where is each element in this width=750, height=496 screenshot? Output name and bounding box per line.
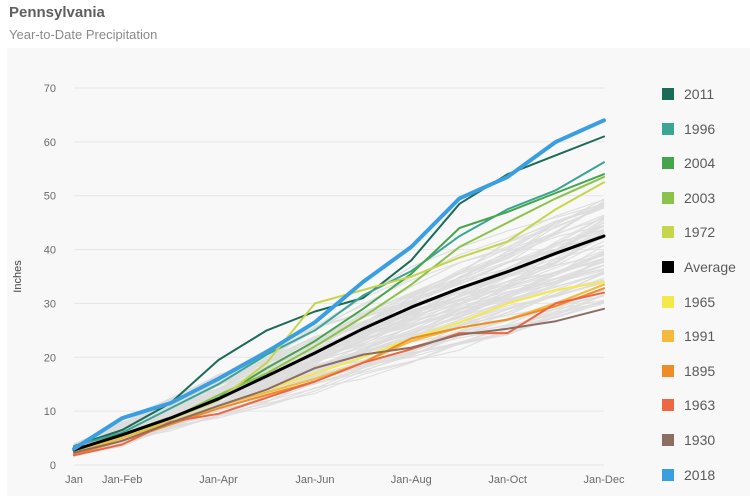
legend-label: 1895 <box>684 362 716 379</box>
series-line-1996 <box>73 161 605 448</box>
y-axis-label: Inches <box>12 260 24 293</box>
legend-swatch <box>662 330 674 343</box>
legend-item-2018[interactable]: 2018 <box>662 465 715 485</box>
history-line <box>73 294 605 456</box>
legend-item-2011[interactable]: 2011 <box>662 84 714 104</box>
legend-swatch <box>662 226 674 239</box>
x-tick-label: Jan-Aug <box>391 474 432 486</box>
legend-label: 1996 <box>684 120 716 137</box>
legend-item-1895[interactable]: 1895 <box>662 361 715 381</box>
legend-swatch <box>662 261 674 273</box>
legend-label: 2018 <box>684 466 716 483</box>
legend-item-2004[interactable]: 2004 <box>662 153 715 173</box>
legend-item-2003[interactable]: 2003 <box>662 188 715 208</box>
y-tick-label: 50 <box>44 191 56 203</box>
y-tick-label: 0 <box>50 460 56 472</box>
x-tick-label: Jan-Jun <box>295 474 334 486</box>
legend-swatch <box>662 122 674 135</box>
legend-item-1930[interactable]: 1930 <box>662 430 715 450</box>
history-line <box>73 295 605 445</box>
x-tick-label: Jan <box>65 474 83 486</box>
legend-label: 1930 <box>684 432 716 448</box>
chart-title: Pennsylvania <box>9 4 105 21</box>
history-line <box>73 272 605 445</box>
legend-item-1972[interactable]: 1972 <box>662 222 715 242</box>
legend-item-1965[interactable]: 1965 <box>662 292 715 312</box>
legend-label: 1965 <box>684 293 716 310</box>
x-tick-label: Jan-Dec <box>584 474 625 486</box>
legend-label: 2003 <box>684 189 716 206</box>
legend-swatch <box>662 468 674 481</box>
y-tick-label: 40 <box>44 245 56 257</box>
x-tick-label: Jan-Feb <box>102 474 142 486</box>
legend-swatch <box>662 191 674 204</box>
legend-label: 1963 <box>684 397 716 414</box>
legend-swatch <box>662 295 674 308</box>
y-tick-label: 10 <box>44 406 56 418</box>
legend-swatch <box>662 157 674 170</box>
history-line <box>73 271 605 449</box>
chart-subtitle: Year-to-Date Precipitation <box>9 27 158 42</box>
y-tick-label: 60 <box>44 137 56 149</box>
series-line-1930 <box>73 307 605 454</box>
x-tick-label: Jan-Apr <box>199 474 238 486</box>
legend-label: Average <box>684 259 736 275</box>
legend-item-1991[interactable]: 1991 <box>662 326 715 346</box>
legend-swatch <box>662 399 674 412</box>
y-tick-label: 70 <box>44 83 56 95</box>
series-line-average <box>72 234 606 452</box>
legend-swatch <box>662 364 674 377</box>
legend-item-1963[interactable]: 1963 <box>662 395 715 415</box>
legend-label: 1972 <box>684 224 716 241</box>
series-line-2011 <box>73 135 605 448</box>
y-tick-label: 20 <box>44 352 56 364</box>
legend-label: 2004 <box>684 155 716 172</box>
series-line-2018 <box>72 118 606 451</box>
x-tick-label: Jan-Oct <box>488 474 527 486</box>
legend-swatch <box>662 88 674 100</box>
y-tick-label: 30 <box>44 298 56 310</box>
legend-item-average[interactable]: Average <box>662 257 736 277</box>
legend-label: 2011 <box>684 86 715 102</box>
legend-label: 1991 <box>684 328 716 345</box>
legend-swatch <box>662 434 674 446</box>
legend-item-1996[interactable]: 1996 <box>662 119 715 139</box>
